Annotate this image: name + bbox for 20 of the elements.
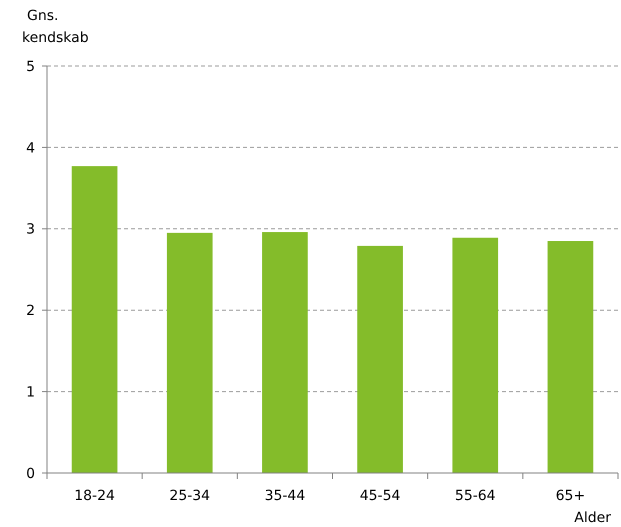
y-tick-label: 4 [26,140,36,156]
y-tick-label: 3 [26,222,35,238]
x-tick-label: 45-54 [360,488,401,504]
x-tick-label: 65+ [556,488,586,504]
y-tick-label: 0 [26,466,35,482]
x-tick-label: 35-44 [264,488,306,504]
x-tick-label: 55-64 [454,488,496,504]
y-axis-title: Gns. kendskab [22,8,89,46]
x-tick-label: 25-34 [169,488,210,504]
bar [72,166,118,473]
x-tick-label: 18-24 [74,488,116,504]
bar [166,232,213,473]
y-tick-label: 5 [26,58,35,75]
bar [452,238,498,473]
bar [548,241,594,473]
bar [262,232,308,473]
y-tick-label: 2 [26,303,35,320]
bar [357,246,403,473]
y-tick-label: 1 [26,384,35,400]
x-axis-title: Alder [574,510,612,526]
